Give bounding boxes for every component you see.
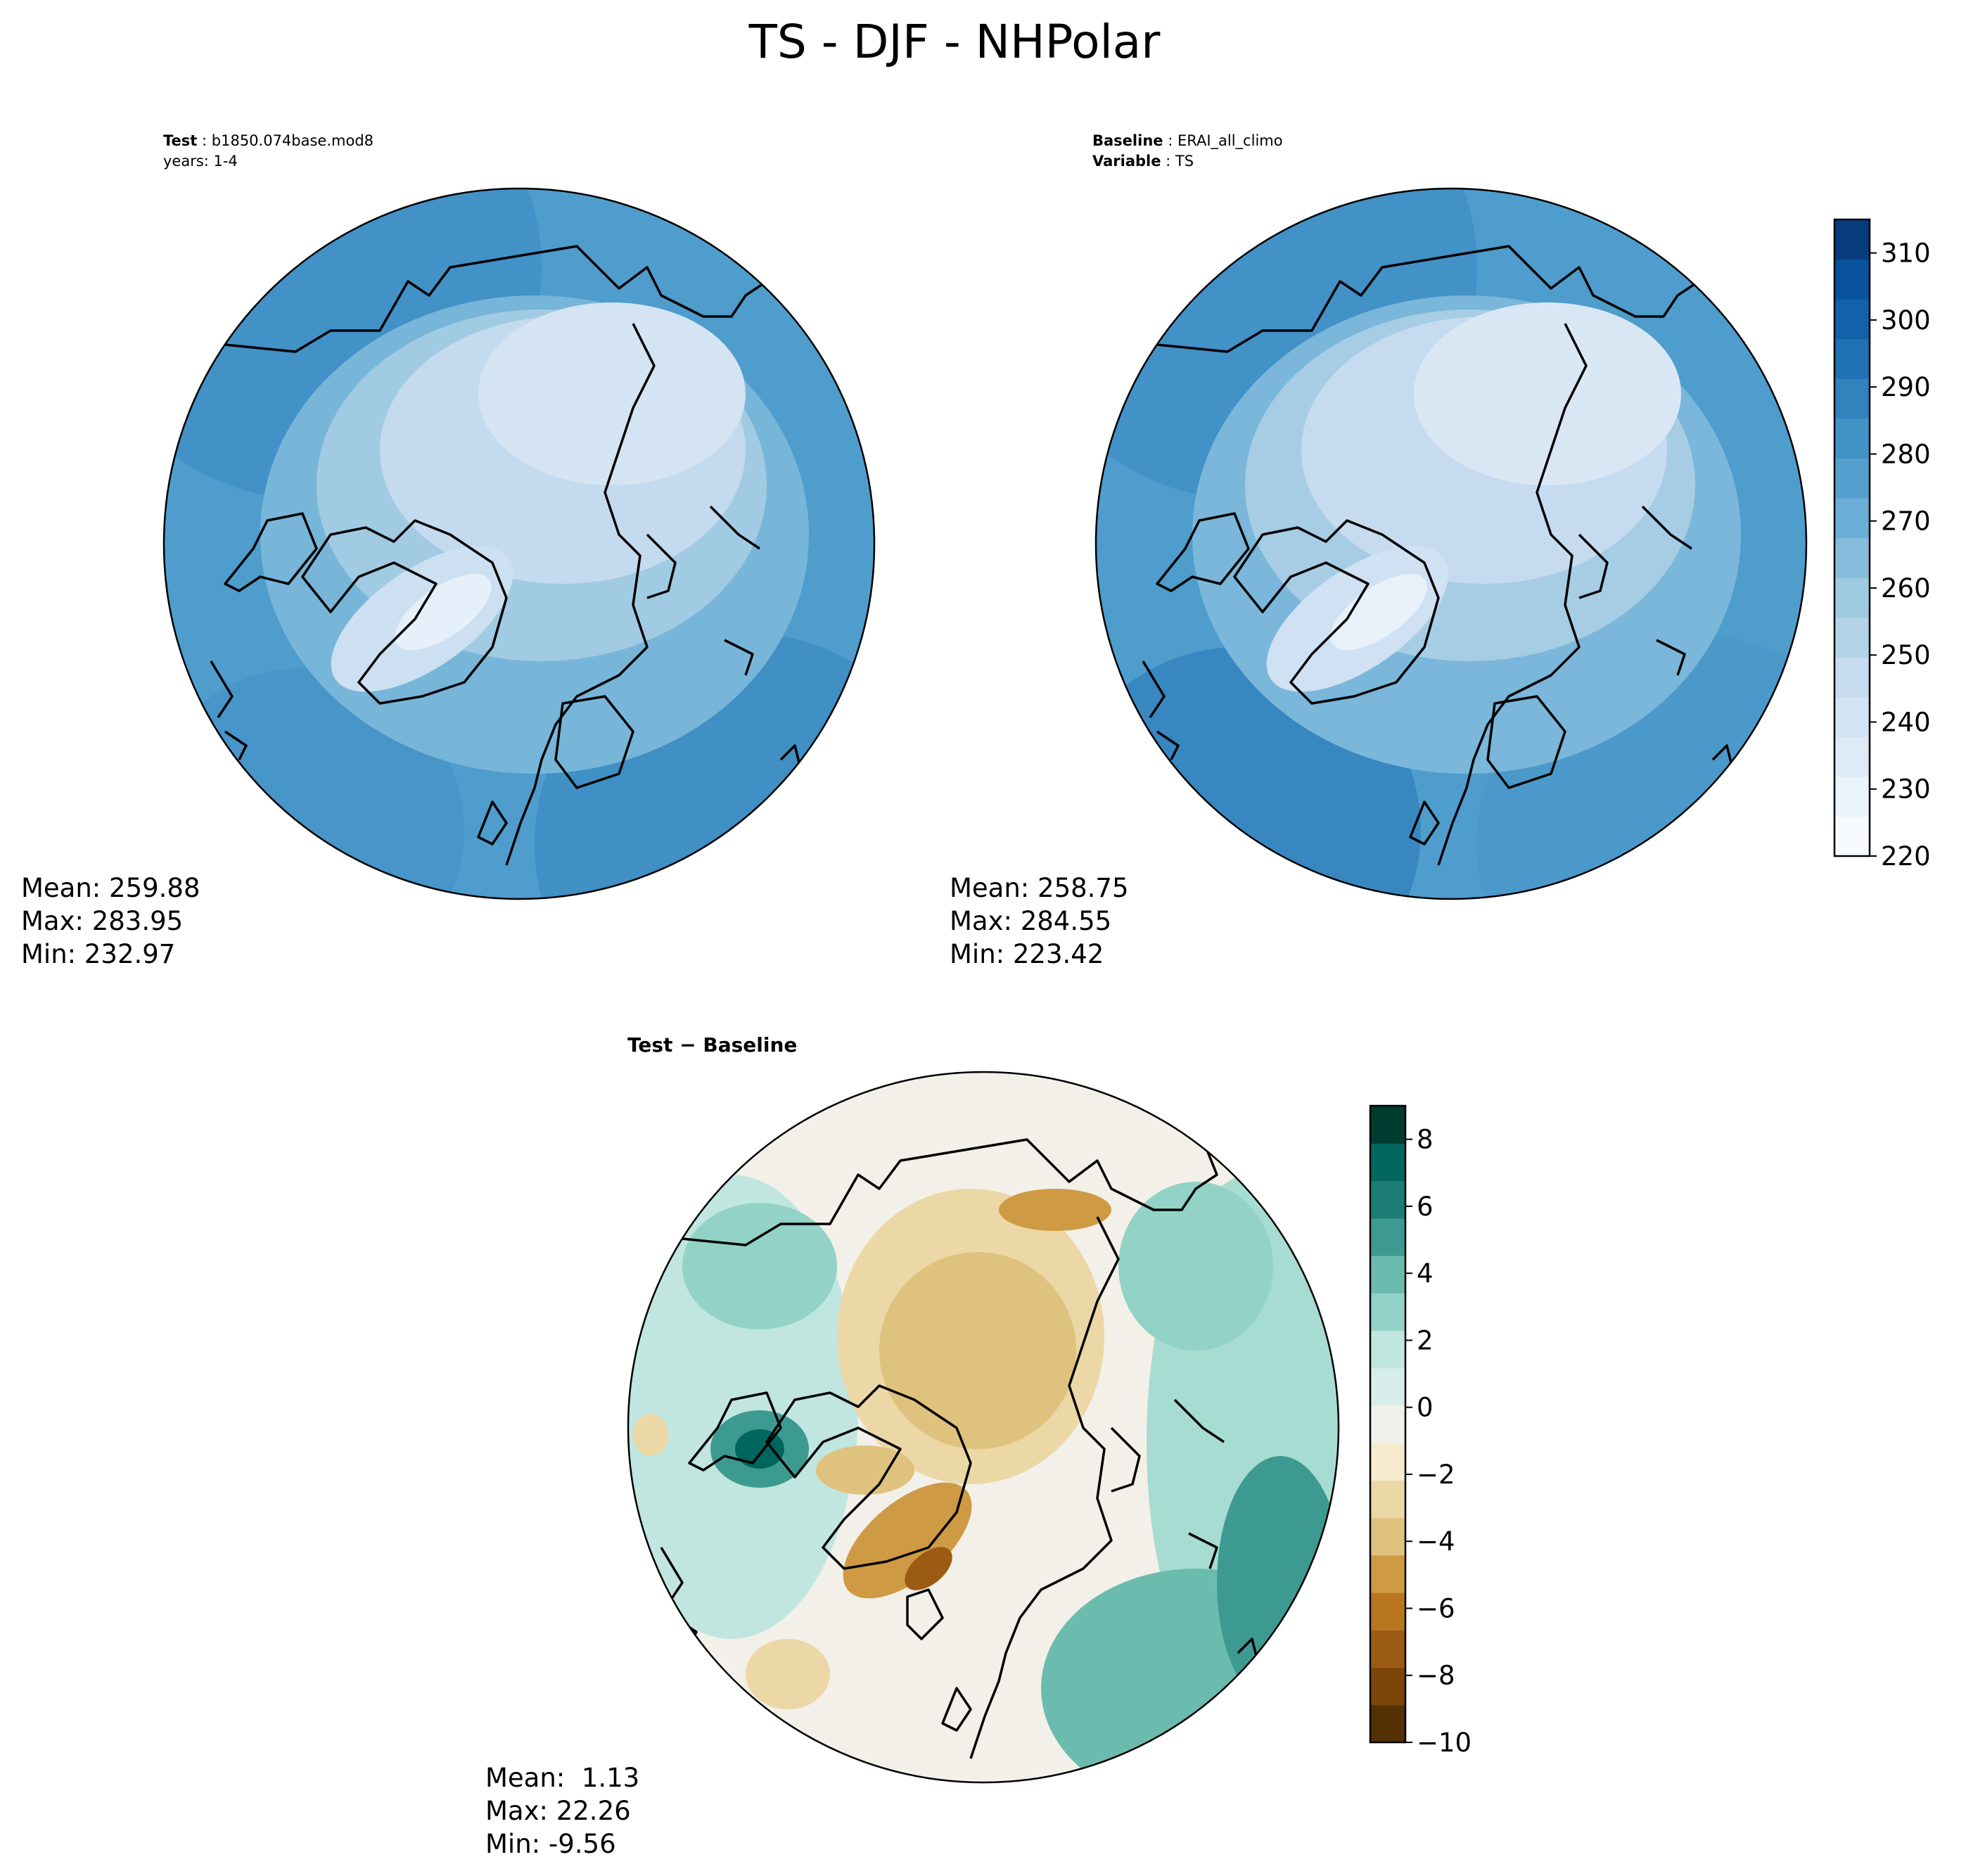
colorbar-diff-tick-label: 0: [1417, 1393, 1434, 1423]
colorbar-diff-tick-label: 6: [1417, 1192, 1434, 1222]
test-label-sep: :: [197, 132, 211, 149]
baseline-label-sep: :: [1163, 132, 1177, 149]
colorbar-main-tick-label: 260: [1881, 573, 1931, 604]
colorbar-diff-segment: [1370, 1330, 1405, 1369]
colorbar-diff-tick-label: −6: [1417, 1593, 1455, 1623]
diff-panel: Test − Baseline Mean: 1.13 Max: 22.26 Mi…: [485, 1033, 1340, 1859]
test-mean: Mean: 259.88: [21, 873, 200, 903]
test-label-value: b1850.074base.mod8: [212, 132, 374, 149]
colorbar-main-segment: [1834, 219, 1870, 260]
test-years: years: 1-4: [163, 153, 238, 170]
colorbar-main-tick-label: 300: [1881, 305, 1931, 336]
baseline-variable-sep: :: [1161, 153, 1175, 170]
test-max: Max: 283.95: [21, 906, 183, 936]
colorbar-main-segment: [1834, 458, 1870, 499]
baseline-coastline: [1142, 245, 1735, 866]
test-panel: Test : b1850.074base.mod8 years: 1-4 Mea…: [21, 132, 876, 969]
colorbar-diff-tick-label: −10: [1417, 1728, 1472, 1758]
colorbar-main-segment: [1834, 497, 1870, 539]
baseline-panel: Baseline : ERAI_all_climo Variable : TS …: [950, 132, 1808, 969]
baseline-label: Baseline : ERAI_all_climo: [1092, 132, 1283, 150]
colorbar-diff-segment: [1370, 1255, 1405, 1294]
colorbar-main-segment: [1834, 696, 1870, 737]
colorbar-diff-segment: [1370, 1593, 1405, 1631]
colorbar-main-segment: [1834, 736, 1870, 777]
figure-title: TS - DJF - NHPolar: [748, 15, 1161, 69]
colorbar-diff-segment: [1370, 1218, 1405, 1256]
colorbar-main-tick-label: 240: [1881, 707, 1931, 737]
baseline-variable-value: TS: [1175, 153, 1194, 170]
colorbar-diff-segment: [1370, 1367, 1405, 1406]
colorbar-diff-segment: [1370, 1630, 1405, 1668]
colorbar-main-segment: [1834, 299, 1870, 340]
baseline-label-value: ERAI_all_climo: [1177, 132, 1283, 150]
colorbar-main-tick-label: 310: [1881, 238, 1931, 269]
test-map-frame: [162, 187, 876, 900]
colorbar-main-segment: [1834, 657, 1870, 698]
colorbar-main-segment: [1834, 617, 1870, 658]
diff-map-frame: [627, 1071, 1340, 1784]
colorbar-diff-tick-label: 2: [1417, 1325, 1434, 1355]
diff-coastline: [660, 1138, 1260, 1759]
colorbar-diff-frame: [1369, 1104, 1407, 1744]
colorbar-main-tick-label: 230: [1881, 774, 1931, 805]
baseline-variable: Variable : TS: [1092, 153, 1194, 170]
colorbar-main-tick-label: 270: [1881, 506, 1931, 537]
colorbar-main-segment: [1834, 776, 1870, 817]
colorbar-diff-segment: [1370, 1143, 1405, 1182]
baseline-min: Min: 223.42: [950, 939, 1104, 969]
test-label: Test : b1850.074base.mod8: [163, 132, 374, 149]
colorbar-diff-segment: [1370, 1480, 1405, 1519]
colorbar-diff-segment: [1370, 1106, 1405, 1144]
baseline-variable-key: Variable: [1092, 153, 1161, 170]
colorbar-main-segment: [1834, 259, 1870, 300]
colorbar-diff-tick-label: −8: [1417, 1661, 1455, 1691]
colorbar-diff: −10 −8 −6 −4 −2 0 2 4 6 8: [1369, 1104, 1472, 1758]
colorbar-diff-tick-label: −2: [1417, 1460, 1455, 1490]
colorbar-main-segment: [1834, 578, 1870, 618]
baseline-mean: Mean: 258.75: [950, 873, 1129, 903]
diff-title: Test − Baseline: [627, 1033, 797, 1057]
colorbar-main-tick-label: 290: [1881, 372, 1931, 402]
colorbar-diff-segment: [1370, 1704, 1405, 1743]
baseline-map-frame: [1094, 187, 1808, 900]
colorbar-diff-segment: [1370, 1667, 1405, 1706]
colorbar-diff-segment: [1370, 1555, 1405, 1593]
diff-max: Max: 22.26: [485, 1796, 631, 1826]
baseline-max: Max: 284.55: [950, 906, 1111, 936]
colorbar-diff-segment: [1370, 1293, 1405, 1332]
colorbar-main-segment: [1834, 537, 1870, 578]
colorbar-main-segment: [1834, 816, 1870, 857]
colorbar-diff-segment: [1370, 1517, 1405, 1556]
diff-map: [628, 1072, 1339, 1782]
colorbar-diff-segment: [1370, 1443, 1405, 1481]
test-min: Min: 232.97: [21, 939, 175, 969]
colorbar-main: 220 230 240 250 260 270 280 290 300 310: [1833, 218, 1931, 872]
test-label-key: Test: [163, 132, 197, 149]
colorbar-main-segment: [1834, 418, 1870, 459]
colorbar-main-tick-label: 220: [1881, 841, 1931, 872]
colorbar-main-segment: [1834, 338, 1870, 379]
colorbar-main-frame: [1833, 218, 1871, 857]
colorbar-main-segment: [1834, 378, 1870, 419]
colorbar-diff-tick-label: 4: [1417, 1258, 1434, 1289]
baseline-label-key: Baseline: [1092, 132, 1163, 149]
colorbar-main-tick-label: 250: [1881, 640, 1931, 670]
test-coastline: [210, 245, 803, 866]
colorbar-diff-segment: [1370, 1405, 1405, 1443]
colorbar-main-tick-label: 280: [1881, 439, 1931, 469]
diff-mean: Mean: 1.13: [485, 1763, 639, 1793]
colorbar-diff-tick-label: −4: [1417, 1526, 1455, 1557]
diff-min: Min: -9.56: [485, 1829, 616, 1859]
colorbar-diff-segment: [1370, 1180, 1405, 1219]
colorbar-diff-tick-label: 8: [1417, 1125, 1434, 1155]
